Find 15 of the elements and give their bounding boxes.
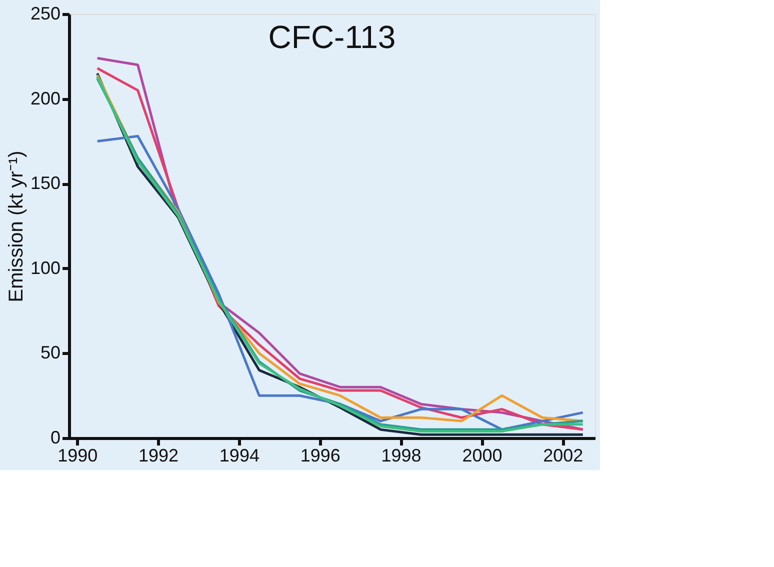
- y-tick-label: 200: [30, 88, 60, 108]
- chart-title: CFC-113: [268, 19, 396, 55]
- y-axis-title: Emission (kt yr⁻¹): [5, 150, 28, 302]
- x-tick-label: 2000: [462, 446, 502, 466]
- x-tick-label: 1998: [381, 446, 422, 466]
- y-tick-label: 250: [30, 4, 60, 24]
- y-tick-label: 100: [30, 258, 60, 278]
- x-tick-label: 1990: [58, 446, 98, 466]
- x-tick-label: 1996: [300, 446, 340, 466]
- y-tick-label: 0: [50, 428, 60, 448]
- x-tick-label: 2002: [543, 446, 584, 466]
- x-tick-label: 1994: [219, 446, 260, 466]
- y-tick-label: 150: [30, 173, 60, 194]
- y-tick-label: 50: [40, 342, 60, 363]
- x-tick-label: 1992: [138, 446, 179, 466]
